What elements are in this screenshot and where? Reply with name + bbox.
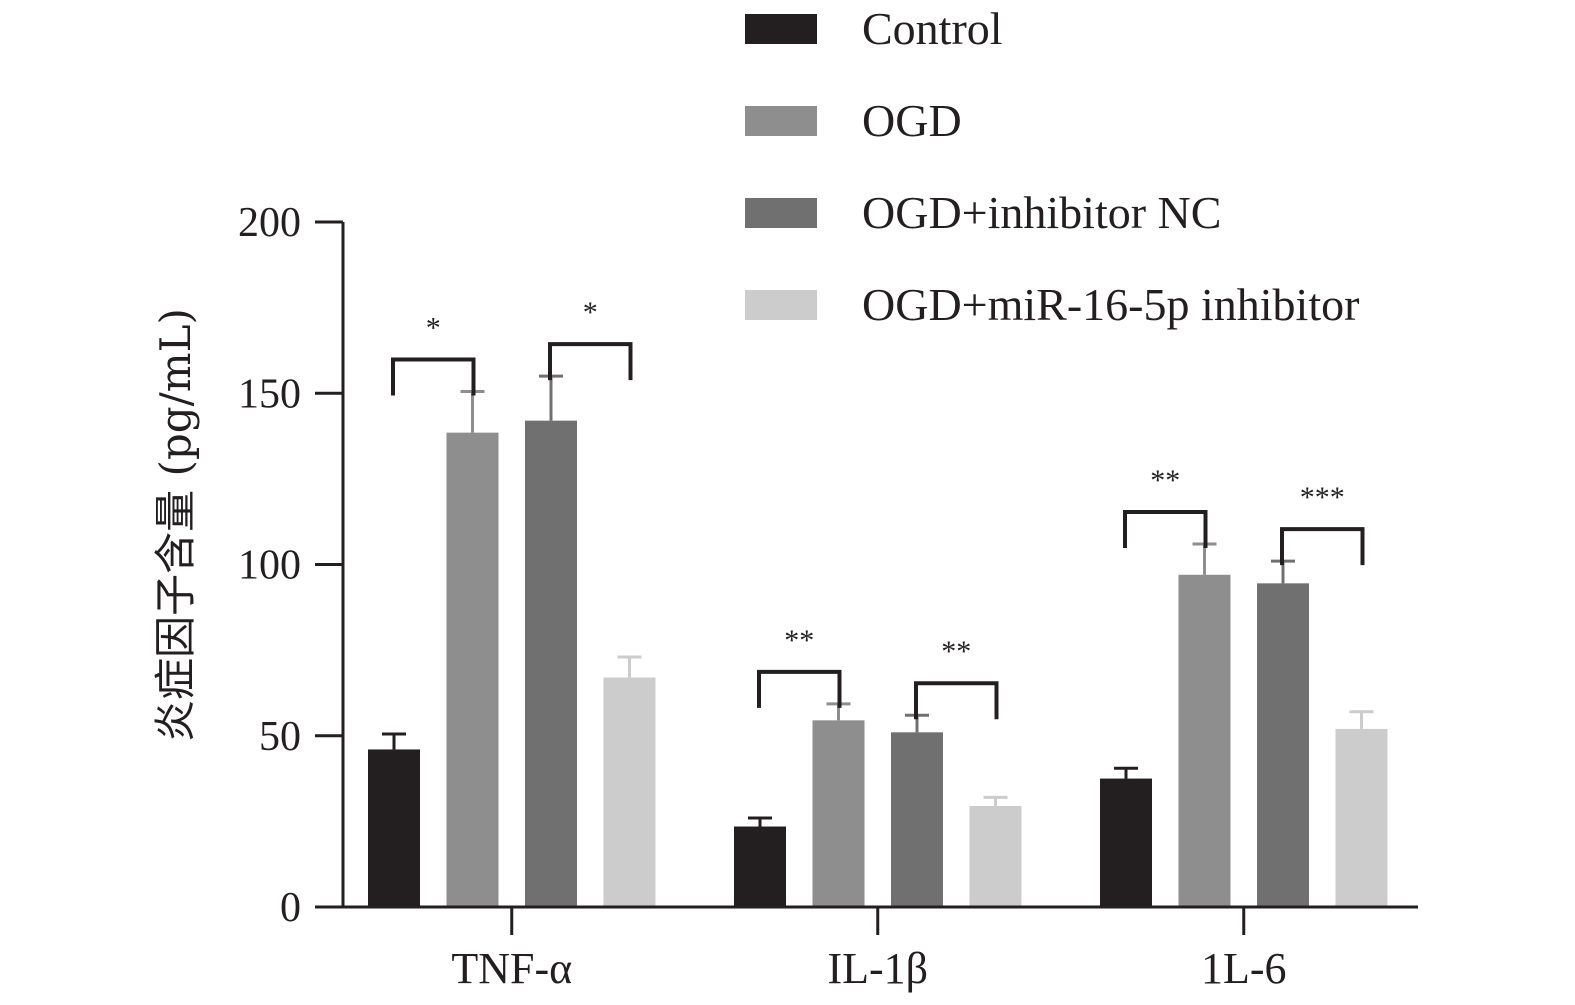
y-tick-label: 50 xyxy=(259,714,301,760)
error-bar xyxy=(748,816,772,827)
error-bar xyxy=(983,795,1008,806)
legend-item: OGD+inhibitor NC xyxy=(745,187,1221,238)
bar xyxy=(734,826,786,907)
legend-swatch xyxy=(745,290,817,320)
bar xyxy=(969,805,1022,907)
significance-label: ** xyxy=(784,624,814,657)
significance-bracket: ** xyxy=(1123,464,1208,548)
significance-label: ** xyxy=(941,635,971,668)
legend: Control OGD OGD+inhibitor NC OGD+miR-16-5p … xyxy=(745,3,1359,330)
y-tick-label: 0 xyxy=(280,885,301,931)
x-tick-label: 1L-6 xyxy=(1201,944,1287,993)
bar xyxy=(525,420,577,907)
legend-swatch xyxy=(745,14,817,44)
bar xyxy=(1335,728,1388,907)
x-tick-label: TNF-α xyxy=(451,944,572,993)
bar xyxy=(1257,583,1309,907)
bars xyxy=(368,420,1388,907)
significance-brackets: * *** ******* xyxy=(391,296,1365,720)
legend-label: OGD xyxy=(862,95,962,146)
legend-item: OGD xyxy=(745,95,962,146)
legend-label: Control xyxy=(862,3,1003,54)
significance-label: * xyxy=(583,296,598,329)
bar xyxy=(1178,574,1231,907)
legend-label: OGD+inhibitor NC xyxy=(862,187,1221,238)
error-bar xyxy=(1114,766,1138,779)
error-bar xyxy=(539,374,563,421)
bar xyxy=(368,749,420,907)
bar xyxy=(603,677,656,907)
significance-bracket: *** xyxy=(1280,481,1365,566)
significance-bracket: ** xyxy=(914,635,999,720)
legend-item: Control xyxy=(745,3,1003,54)
significance-label: *** xyxy=(1300,481,1345,514)
error-bar xyxy=(460,390,485,433)
significance-bracket: * xyxy=(391,312,476,396)
legend-swatch xyxy=(745,198,817,228)
bar xyxy=(446,432,499,907)
x-axis-ticks: TNF-α IL-1β 1L-6 xyxy=(451,907,1287,993)
bar xyxy=(1100,778,1152,907)
legend-item: OGD+miR-16-5p inhibitor xyxy=(745,279,1359,330)
error-bar xyxy=(382,732,406,750)
legend-swatch xyxy=(745,106,817,136)
y-tick-label: 200 xyxy=(238,200,301,246)
y-tick-label: 150 xyxy=(238,371,301,417)
error-bar xyxy=(1192,542,1217,575)
significance-label: ** xyxy=(1150,464,1180,497)
error-bar xyxy=(617,655,642,678)
significance-bracket: * xyxy=(548,296,633,381)
significance-bracket: ** xyxy=(757,624,842,708)
bar xyxy=(812,720,865,907)
significance-label: * xyxy=(426,312,441,345)
y-axis-ticks: 0 50 100 150 200 xyxy=(238,200,343,931)
error-bar xyxy=(1349,710,1374,729)
y-axis-label: 炎症因子含量 (pg/mL) xyxy=(151,308,200,742)
bar xyxy=(891,732,943,907)
legend-label: OGD+miR-16-5p inhibitor xyxy=(862,279,1359,330)
y-tick-label: 100 xyxy=(238,543,301,589)
x-tick-label: IL-1β xyxy=(827,944,928,993)
